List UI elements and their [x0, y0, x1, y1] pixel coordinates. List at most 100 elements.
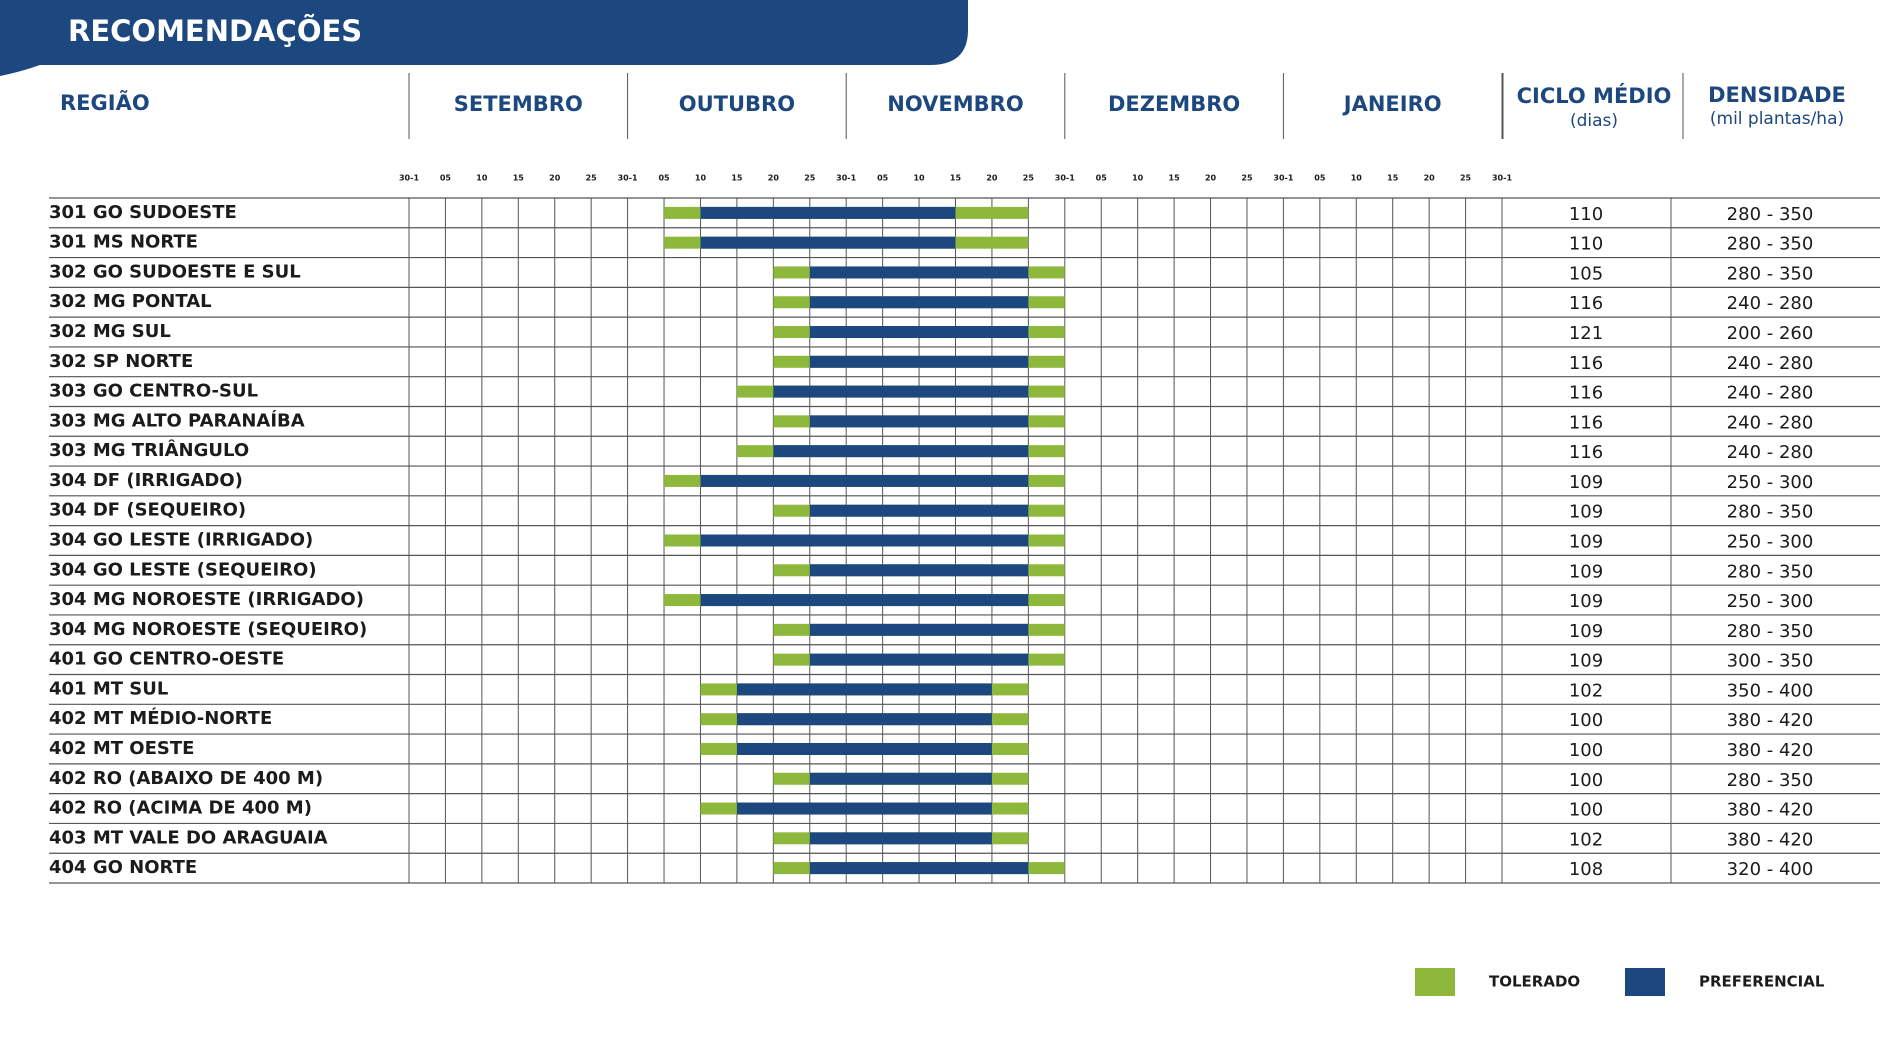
density-value: 380 - 420 — [1727, 800, 1814, 821]
density-value: 380 - 420 — [1727, 710, 1814, 731]
preferencial-bar — [736, 683, 992, 696]
x-tick-label: 30-1 — [618, 174, 638, 183]
cycle-value: 121 — [1569, 323, 1603, 344]
preferencial-bar — [700, 474, 1029, 487]
density-value: 280 - 350 — [1727, 621, 1814, 642]
region-label: 304 GO LESTE (IRRIGADO) — [49, 530, 313, 551]
region-label: 301 MS NORTE — [49, 232, 198, 253]
x-tick-label: 05 — [877, 174, 889, 183]
x-tick-label: 10 — [1351, 174, 1363, 183]
preferencial-bar — [700, 534, 1029, 547]
cycle-value: 109 — [1569, 502, 1603, 523]
cycle-value: 100 — [1569, 800, 1603, 821]
x-tick-label: 05 — [1096, 174, 1108, 183]
x-tick-label: 10 — [913, 174, 925, 183]
preferencial-bar — [809, 564, 1029, 577]
cycle-value: 100 — [1569, 710, 1603, 731]
x-tick-label: 10 — [476, 174, 488, 183]
density-value: 300 - 350 — [1727, 651, 1814, 672]
region-label: 303 GO CENTRO-SUL — [49, 381, 258, 402]
x-tick-label: 05 — [658, 174, 670, 183]
cycle-value: 100 — [1569, 770, 1603, 791]
region-label: 304 DF (IRRIGADO) — [49, 470, 243, 491]
cycle-value: 109 — [1569, 532, 1603, 553]
region-label: 301 GO SUDOESTE — [49, 202, 237, 223]
preferencial-bar — [809, 296, 1029, 309]
cycle-value: 102 — [1569, 680, 1603, 701]
region-label: 402 MT OESTE — [49, 738, 194, 759]
region-label: 403 MT VALE DO ARAGUAIA — [49, 827, 328, 848]
x-tick-label: 25 — [1460, 174, 1472, 183]
x-tick-label: 30-1 — [1273, 174, 1293, 183]
x-tick-label: 15 — [950, 174, 962, 183]
preferencial-bar — [736, 802, 992, 815]
legend-swatch — [1625, 968, 1665, 996]
cycle-value: 116 — [1569, 353, 1603, 374]
x-tick-label: 15 — [1387, 174, 1399, 183]
x-tick-label: 15 — [731, 174, 743, 183]
cycle-value: 109 — [1569, 472, 1603, 493]
preferencial-bar — [773, 445, 1029, 458]
x-tick-label: 10 — [1132, 174, 1144, 183]
month-header: NOVEMBRO — [887, 92, 1023, 116]
preferencial-bar — [700, 206, 956, 219]
preferencial-bar — [700, 594, 1029, 607]
preferencial-bar — [773, 385, 1029, 398]
cycle-value: 102 — [1569, 829, 1603, 850]
density-value: 280 - 350 — [1727, 234, 1814, 255]
cycle-value: 105 — [1569, 263, 1603, 284]
x-tick-label: 30-1 — [836, 174, 856, 183]
density-header: DENSIDADE — [1708, 83, 1846, 107]
chart-title: RECOMENDAÇÕES — [68, 14, 362, 48]
density-value: 250 - 300 — [1727, 472, 1814, 493]
x-tick-label: 25 — [1023, 174, 1035, 183]
x-tick-label: 30-1 — [1055, 174, 1075, 183]
preferencial-bar — [809, 504, 1029, 517]
density-value: 380 - 420 — [1727, 829, 1814, 850]
preferencial-bar — [809, 862, 1029, 875]
month-header: OUTUBRO — [679, 92, 795, 116]
density-value: 280 - 350 — [1727, 204, 1814, 225]
density-value: 280 - 350 — [1727, 561, 1814, 582]
region-label: 302 SP NORTE — [49, 351, 193, 372]
x-tick-label: 30-1 — [1492, 174, 1512, 183]
region-label: 302 MG SUL — [49, 321, 171, 342]
cycle-value: 116 — [1569, 442, 1603, 463]
region-header: REGIÃO — [60, 90, 150, 115]
density-value: 250 - 300 — [1727, 532, 1814, 553]
density-value: 250 - 300 — [1727, 591, 1814, 612]
density-value: 240 - 280 — [1727, 442, 1814, 463]
region-label: 401 MT SUL — [49, 678, 168, 699]
x-tick-label: 10 — [695, 174, 707, 183]
region-label: 401 GO CENTRO-OESTE — [49, 649, 284, 670]
x-tick-label: 20 — [768, 174, 780, 183]
preferencial-bar — [736, 713, 992, 726]
month-header: SETEMBRO — [454, 92, 583, 116]
cycle-value: 116 — [1569, 412, 1603, 433]
cycle-value: 109 — [1569, 561, 1603, 582]
x-tick-label: 05 — [1314, 174, 1326, 183]
preferencial-bar — [700, 236, 956, 249]
x-tick-label: 05 — [440, 174, 452, 183]
cycle-value: 108 — [1569, 859, 1603, 880]
cycle-unit: (dias) — [1570, 111, 1618, 131]
cycle-value: 116 — [1569, 383, 1603, 404]
density-value: 280 - 350 — [1727, 263, 1814, 284]
region-label: 304 MG NOROESTE (SEQUEIRO) — [49, 619, 367, 640]
cycle-value: 110 — [1569, 234, 1603, 255]
preferencial-bar — [809, 772, 992, 785]
preferencial-bar — [809, 415, 1029, 428]
density-value: 320 - 400 — [1727, 859, 1814, 880]
preferencial-bar — [809, 653, 1029, 666]
cycle-value: 109 — [1569, 591, 1603, 612]
preferencial-bar — [809, 326, 1029, 339]
region-label: 303 MG ALTO PARANAÍBA — [49, 409, 305, 431]
region-label: 302 MG PONTAL — [49, 291, 212, 312]
density-value: 380 - 420 — [1727, 740, 1814, 761]
density-value: 240 - 280 — [1727, 412, 1814, 433]
x-tick-label: 25 — [1241, 174, 1253, 183]
region-label: 304 DF (SEQUEIRO) — [49, 500, 246, 521]
cycle-value: 109 — [1569, 621, 1603, 642]
cycle-value: 110 — [1569, 204, 1603, 225]
